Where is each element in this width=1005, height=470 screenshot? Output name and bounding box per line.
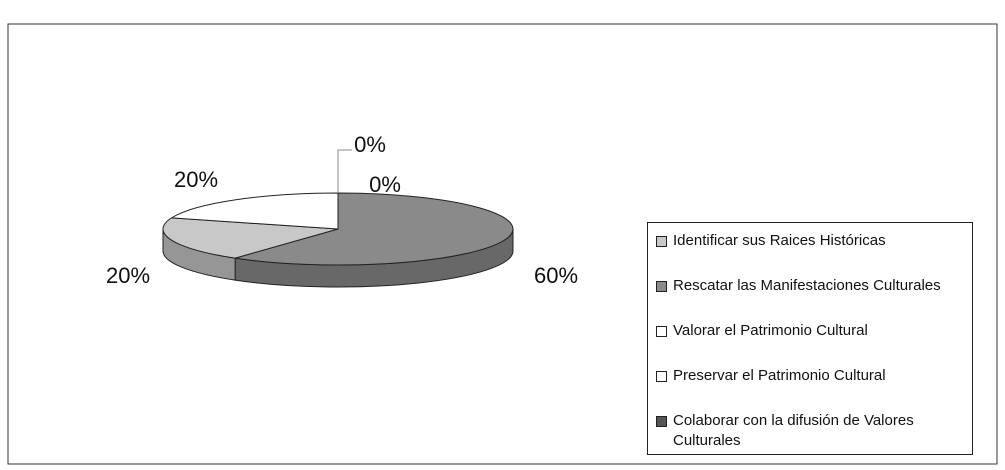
pie-slice — [162, 217, 339, 259]
data-label: 20% — [174, 167, 218, 192]
data-label: 60% — [534, 263, 578, 288]
leader-line — [337, 149, 352, 193]
legend-label: Rescatar las Manifestaciones Culturales — [673, 277, 941, 294]
legend-swatch — [656, 236, 667, 247]
pie-top — [162, 192, 514, 266]
legend-label: Preservar el Patrimonio Cultural — [673, 367, 886, 384]
legend-item: Valorar el Patrimonio Cultural — [654, 321, 966, 366]
legend-swatch — [656, 416, 667, 427]
legend-item: Rescatar las Manifestaciones Culturales — [654, 276, 966, 321]
data-label: 0% — [354, 132, 386, 157]
legend-item: Identificar sus Raices Históricas — [654, 231, 966, 276]
legend-item: Colaborar con la difusión de Valores Cul… — [654, 411, 966, 456]
legend-swatch — [656, 281, 667, 292]
data-label: 0% — [369, 172, 401, 197]
pie-slice — [170, 192, 339, 230]
legend-label: Identificar sus Raices Históricas — [673, 232, 886, 249]
legend-swatch — [656, 326, 667, 337]
legend-label: Valorar el Patrimonio Cultural — [673, 322, 868, 339]
pie-slice — [235, 192, 514, 266]
legend-swatch — [656, 371, 667, 382]
chart-frame — [7, 23, 998, 465]
legend-label: Colaborar con la difusión de Valores Cul… — [673, 412, 914, 449]
legend: Identificar sus Raices Históricas Rescata… — [647, 222, 973, 455]
legend-item: Preservar el Patrimonio Cultural — [654, 366, 966, 411]
data-labels: 60% 20% 20% 0% 0% — [106, 132, 578, 288]
data-label: 20% — [106, 263, 150, 288]
